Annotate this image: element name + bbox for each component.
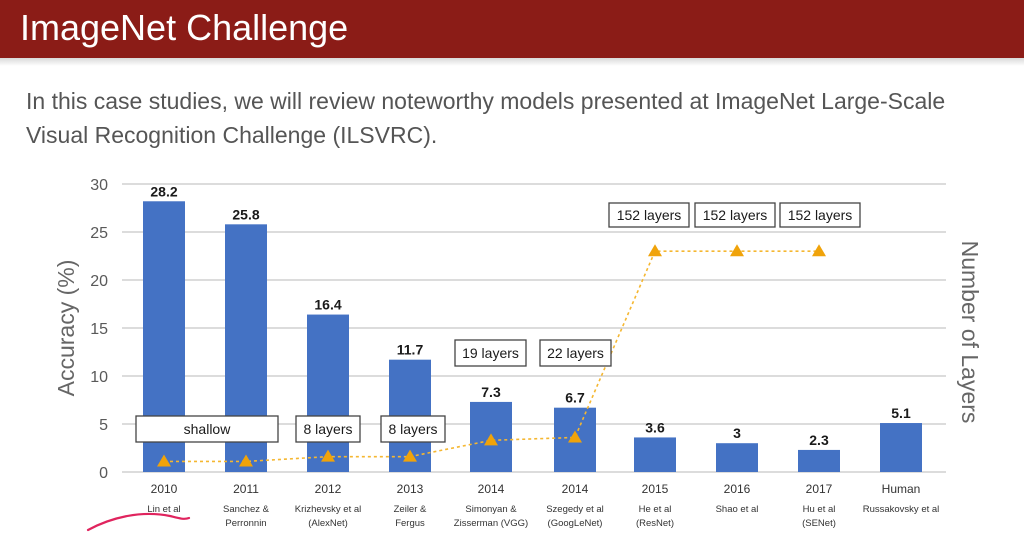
- x-tick-year: 2010: [151, 482, 178, 496]
- slide-title: ImageNet Challenge: [20, 7, 349, 48]
- y2-axis-title: Number of Layers: [957, 241, 983, 424]
- x-tick-author: Szegedy et al: [546, 504, 604, 515]
- y-axis-title: Accuracy (%): [53, 260, 79, 397]
- x-tick-author: Lin et al: [147, 504, 180, 515]
- layer-label-box: [694, 202, 776, 228]
- bar: [634, 437, 676, 472]
- x-tick-year: 2012: [315, 482, 342, 496]
- x-tick-year: 2017: [806, 482, 833, 496]
- y-tick-label: 5: [99, 417, 108, 434]
- bar-value-label: 2.3: [809, 432, 829, 448]
- bar-value-label: 5.1: [891, 405, 911, 421]
- bar-value-label: 28.2: [150, 183, 177, 199]
- x-tick-year: 2014: [562, 482, 589, 496]
- title-bar: ImageNet Challenge: [0, 0, 1024, 58]
- bar-value-label: 3: [733, 425, 741, 441]
- layer-label-box: [779, 202, 861, 228]
- layer-label-text: 152 layers: [788, 207, 853, 223]
- bar-value-label: 16.4: [314, 297, 341, 313]
- layer-marker: [321, 449, 335, 462]
- x-tick-author: (SENet): [802, 518, 836, 529]
- layer-label-text: 8 layers: [388, 421, 437, 437]
- x-tick-year: 2014: [478, 482, 505, 496]
- layer-label-text: shallow: [184, 421, 232, 437]
- layer-marker: [648, 244, 662, 257]
- layer-marker: [568, 430, 582, 443]
- bar-value-label: 6.7: [565, 390, 585, 406]
- layer-label-text: 19 layers: [462, 345, 519, 361]
- x-tick-author: Shao et al: [716, 504, 759, 515]
- layer-label-text: 152 layers: [703, 207, 768, 223]
- layer-marker: [730, 244, 744, 257]
- x-tick-year: 2016: [724, 482, 751, 496]
- layer-label-text: 152 layers: [617, 207, 682, 223]
- bar: [716, 443, 758, 472]
- layer-label-box: [454, 339, 527, 367]
- layers-line: [164, 250, 819, 463]
- x-tick-author: Zisserman (VGG): [454, 518, 528, 529]
- x-tick-author: (GoogLeNet): [548, 518, 603, 529]
- x-tick-author: Perronnin: [225, 518, 266, 529]
- bar-value-label: 25.8: [232, 206, 259, 222]
- x-tick-year: 2013: [397, 482, 424, 496]
- x-tick-author: Zeiler &: [394, 504, 427, 515]
- intro-text: In this case studies, we will review not…: [26, 88, 946, 148]
- x-tick-author: He et al: [639, 504, 672, 515]
- x-tick-author: Hu et al: [803, 504, 836, 515]
- layer-label-box: [295, 415, 361, 443]
- x-tick-author: Krizhevsky et al: [295, 504, 362, 515]
- x-tick-author: (AlexNet): [308, 518, 348, 529]
- y-tick-label: 0: [99, 465, 108, 482]
- layer-label-box: [135, 415, 279, 443]
- x-tick-year: 2011: [233, 482, 259, 496]
- x-tick-author: Sanchez &: [223, 504, 270, 515]
- layer-marker: [403, 449, 417, 462]
- bar-value-label: 3.6: [645, 419, 665, 435]
- x-tick-author: Fergus: [395, 518, 425, 529]
- layer-label-box: [380, 415, 446, 443]
- y-tick-label: 10: [90, 369, 108, 386]
- x-tick-author: (ResNet): [636, 518, 674, 529]
- bar-value-label: 11.7: [397, 342, 424, 358]
- x-tick-author: Simonyan &: [465, 504, 517, 515]
- y-tick-label: 15: [90, 321, 108, 338]
- layer-marker: [157, 454, 171, 467]
- bar: [880, 423, 922, 472]
- y-tick-label: 30: [90, 177, 108, 194]
- layer-marker: [239, 454, 253, 467]
- layer-label-text: 22 layers: [547, 345, 604, 361]
- x-tick-year: 2015: [642, 482, 669, 496]
- y-tick-label: 25: [90, 225, 108, 242]
- bar: [798, 449, 840, 472]
- layer-label-box: [608, 202, 690, 228]
- layer-label-text: 8 layers: [303, 421, 352, 437]
- x-tick-author: Russakovsky et al: [863, 504, 940, 515]
- bar: [307, 314, 349, 472]
- layer-marker: [484, 433, 498, 446]
- bar-value-label: 7.3: [481, 384, 501, 400]
- x-tick-year: Human: [882, 482, 921, 496]
- layer-label-box: [539, 339, 612, 367]
- layer-marker: [812, 244, 826, 257]
- title-bar-shadow: [0, 58, 1024, 66]
- y-tick-label: 20: [90, 273, 108, 290]
